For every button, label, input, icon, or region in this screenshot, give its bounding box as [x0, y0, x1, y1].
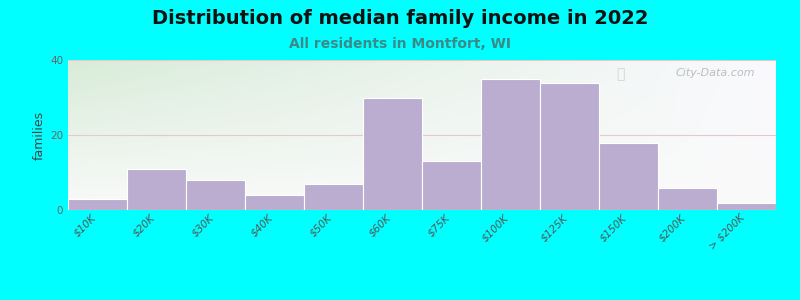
Bar	[717, 202, 776, 210]
Bar	[186, 180, 245, 210]
Bar	[68, 199, 127, 210]
Text: City-Data.com: City-Data.com	[675, 68, 754, 77]
Bar	[658, 188, 717, 210]
Text: Distribution of median family income in 2022: Distribution of median family income in …	[152, 9, 648, 28]
Bar	[422, 161, 481, 210]
Text: ⓘ: ⓘ	[617, 68, 625, 82]
Bar	[540, 82, 599, 210]
Text: All residents in Montfort, WI: All residents in Montfort, WI	[289, 38, 511, 52]
Y-axis label: families: families	[33, 110, 46, 160]
Bar	[599, 142, 658, 210]
Bar	[363, 98, 422, 210]
Bar	[304, 184, 363, 210]
Bar	[245, 195, 304, 210]
Bar	[127, 169, 186, 210]
Bar	[481, 79, 540, 210]
